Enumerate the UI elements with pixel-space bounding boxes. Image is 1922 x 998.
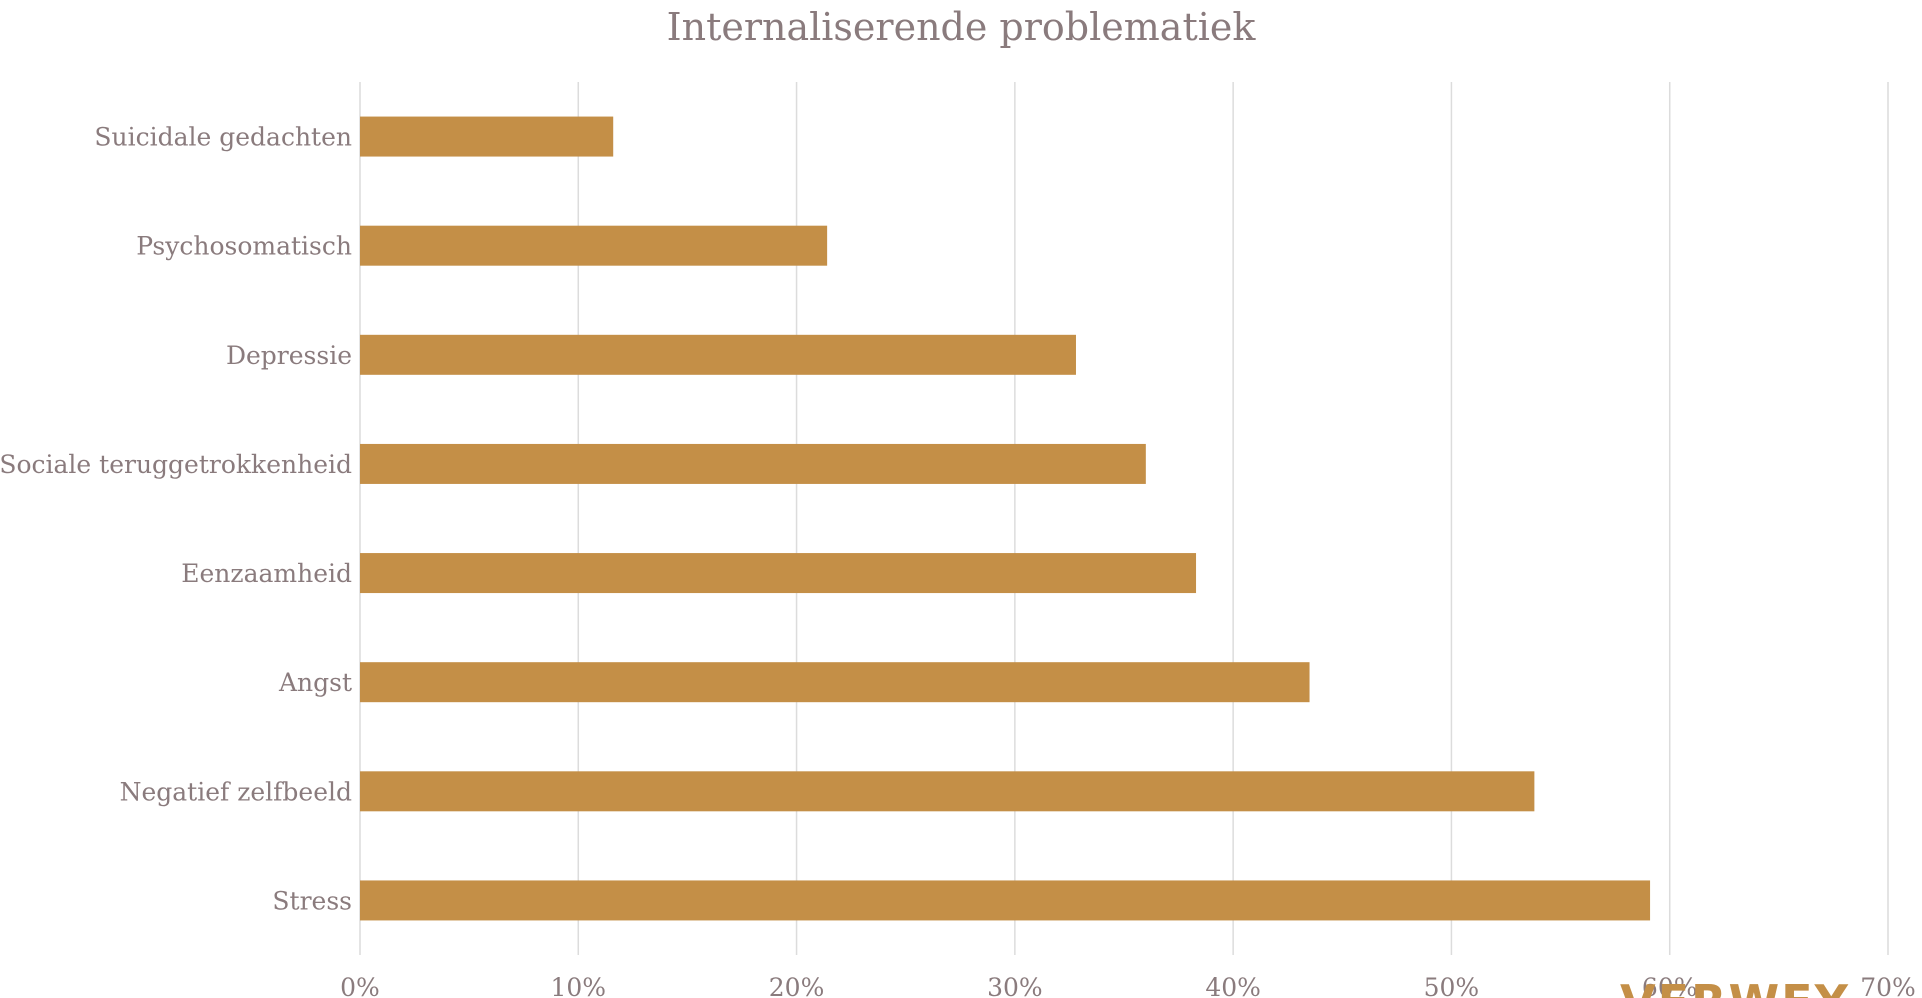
category-label: Stress — [272, 886, 352, 915]
bar — [360, 116, 614, 157]
x-tick-label: 0% — [340, 973, 380, 998]
x-tick-label: 60% — [1642, 973, 1698, 998]
category-label: Sociale teruggetrokkenheid — [0, 450, 352, 479]
x-tick-label: 50% — [1424, 973, 1480, 998]
grid-lines — [359, 82, 1889, 955]
bar — [360, 225, 828, 266]
bar — [360, 662, 1310, 703]
chart-title: Internaliserende problematiek — [667, 5, 1257, 49]
bar — [360, 880, 1651, 921]
category-label: Depressie — [226, 341, 352, 370]
category-label: Angst — [278, 668, 352, 697]
bar — [360, 771, 1535, 812]
x-tick-label: 40% — [1205, 973, 1261, 998]
watermark-logo: VERWEY — [1620, 975, 1850, 998]
bar — [360, 334, 1076, 375]
category-labels: Suicidale gedachten Psychosomatisch Depres… — [0, 123, 352, 916]
x-tick-label: 20% — [769, 973, 825, 998]
x-axis-tick-labels: 0% 10% 20% 30% 40% 50% 60% 70% — [340, 973, 1916, 998]
x-tick-label: 30% — [987, 973, 1043, 998]
bars — [360, 116, 1651, 921]
x-tick-label: 10% — [550, 973, 606, 998]
bar — [360, 553, 1197, 594]
bar — [360, 443, 1146, 484]
category-label: Suicidale gedachten — [94, 123, 352, 152]
category-label: Psychosomatisch — [136, 232, 352, 261]
x-tick-label: 70% — [1860, 973, 1916, 998]
category-label: Eenzaamheid — [181, 559, 352, 588]
category-label: Negatief zelfbeeld — [120, 777, 352, 806]
